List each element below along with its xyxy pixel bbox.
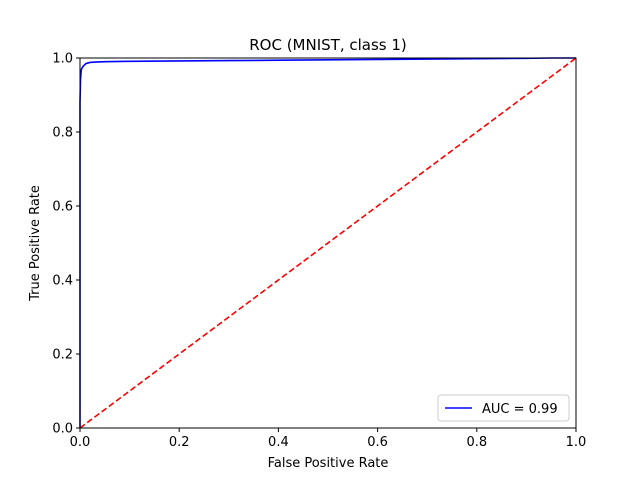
- y-tick-label: 0.8: [52, 126, 73, 141]
- y-tick-label: 1.0: [52, 52, 73, 67]
- legend: AUC = 0.99: [437, 394, 570, 422]
- x-tick-label: 0.8: [466, 435, 487, 450]
- x-tick-label: 1.0: [566, 435, 587, 450]
- x-tick-label: 0.2: [169, 435, 190, 450]
- series-layer: [79, 57, 577, 429]
- y-axis-label: True Positive Rate: [28, 185, 43, 302]
- x-tick-label: 0.0: [70, 435, 91, 450]
- y-tick-label: 0.2: [52, 348, 73, 363]
- y-tick-label: 0.0: [52, 422, 73, 437]
- plot-area: [79, 57, 577, 429]
- x-tick-label: 0.4: [268, 435, 289, 450]
- legend-box: [437, 394, 570, 422]
- chart-title: ROC (MNIST, class 1): [249, 36, 407, 54]
- y-axis-ticks: 0.0 0.2 0.4 0.6 0.8 1.0: [52, 52, 80, 437]
- y-tick-label: 0.6: [52, 200, 73, 215]
- chance-diagonal-line: [79, 57, 577, 429]
- plot-frame: [79, 57, 577, 429]
- x-tick-label: 0.6: [367, 435, 388, 450]
- x-axis-ticks: 0.0 0.2 0.4 0.6 0.8 1.0: [70, 428, 587, 450]
- y-tick-label: 0.4: [52, 274, 73, 289]
- legend-label-auc: AUC = 0.99: [482, 402, 558, 417]
- roc-curve-line: [79, 57, 576, 428]
- x-axis-label: False Positive Rate: [268, 456, 389, 471]
